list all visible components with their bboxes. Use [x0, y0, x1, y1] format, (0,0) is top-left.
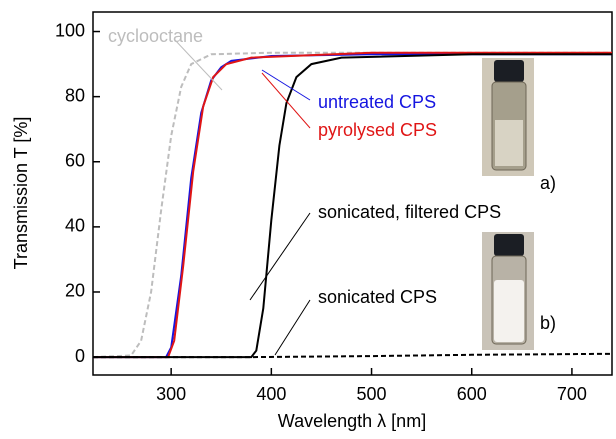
y-tick-label: 60	[65, 151, 85, 171]
series-label: sonicated, filtered CPS	[318, 202, 501, 222]
series-label: untreated CPS	[318, 92, 436, 112]
series-line	[93, 53, 612, 359]
vial-photo-b	[482, 232, 534, 350]
x-tick-label: 500	[357, 384, 387, 404]
vial-photo-a	[482, 58, 534, 176]
y-axis-title: Transmission T [%]	[11, 117, 31, 270]
x-tick-label: 600	[457, 384, 487, 404]
y-tick-label: 80	[65, 85, 85, 105]
series-label: sonicated CPS	[318, 287, 437, 307]
series-line	[93, 51, 612, 359]
y-tick-label: 0	[75, 346, 85, 366]
leader-line	[261, 72, 311, 129]
x-tick-label: 700	[557, 384, 587, 404]
leader-line	[249, 212, 311, 301]
series-label: pyrolysed CPS	[318, 120, 437, 140]
leader-line	[274, 299, 311, 356]
series-line	[93, 352, 613, 359]
x-tick-label: 400	[256, 384, 286, 404]
y-tick-label: 20	[65, 281, 85, 301]
series-label: cyclooctane	[108, 26, 203, 46]
plot-frame	[92, 11, 613, 376]
x-axis-title: Wavelength λ [nm]	[278, 411, 426, 431]
y-tick-label: 100	[55, 20, 85, 40]
photo-label: b)	[540, 313, 556, 333]
leader-line	[174, 39, 223, 91]
photo-label: a)	[540, 173, 556, 193]
x-tick-label: 300	[156, 384, 186, 404]
series-line	[92, 51, 612, 359]
y-tick-label: 40	[65, 216, 85, 236]
leader-line	[261, 69, 311, 101]
